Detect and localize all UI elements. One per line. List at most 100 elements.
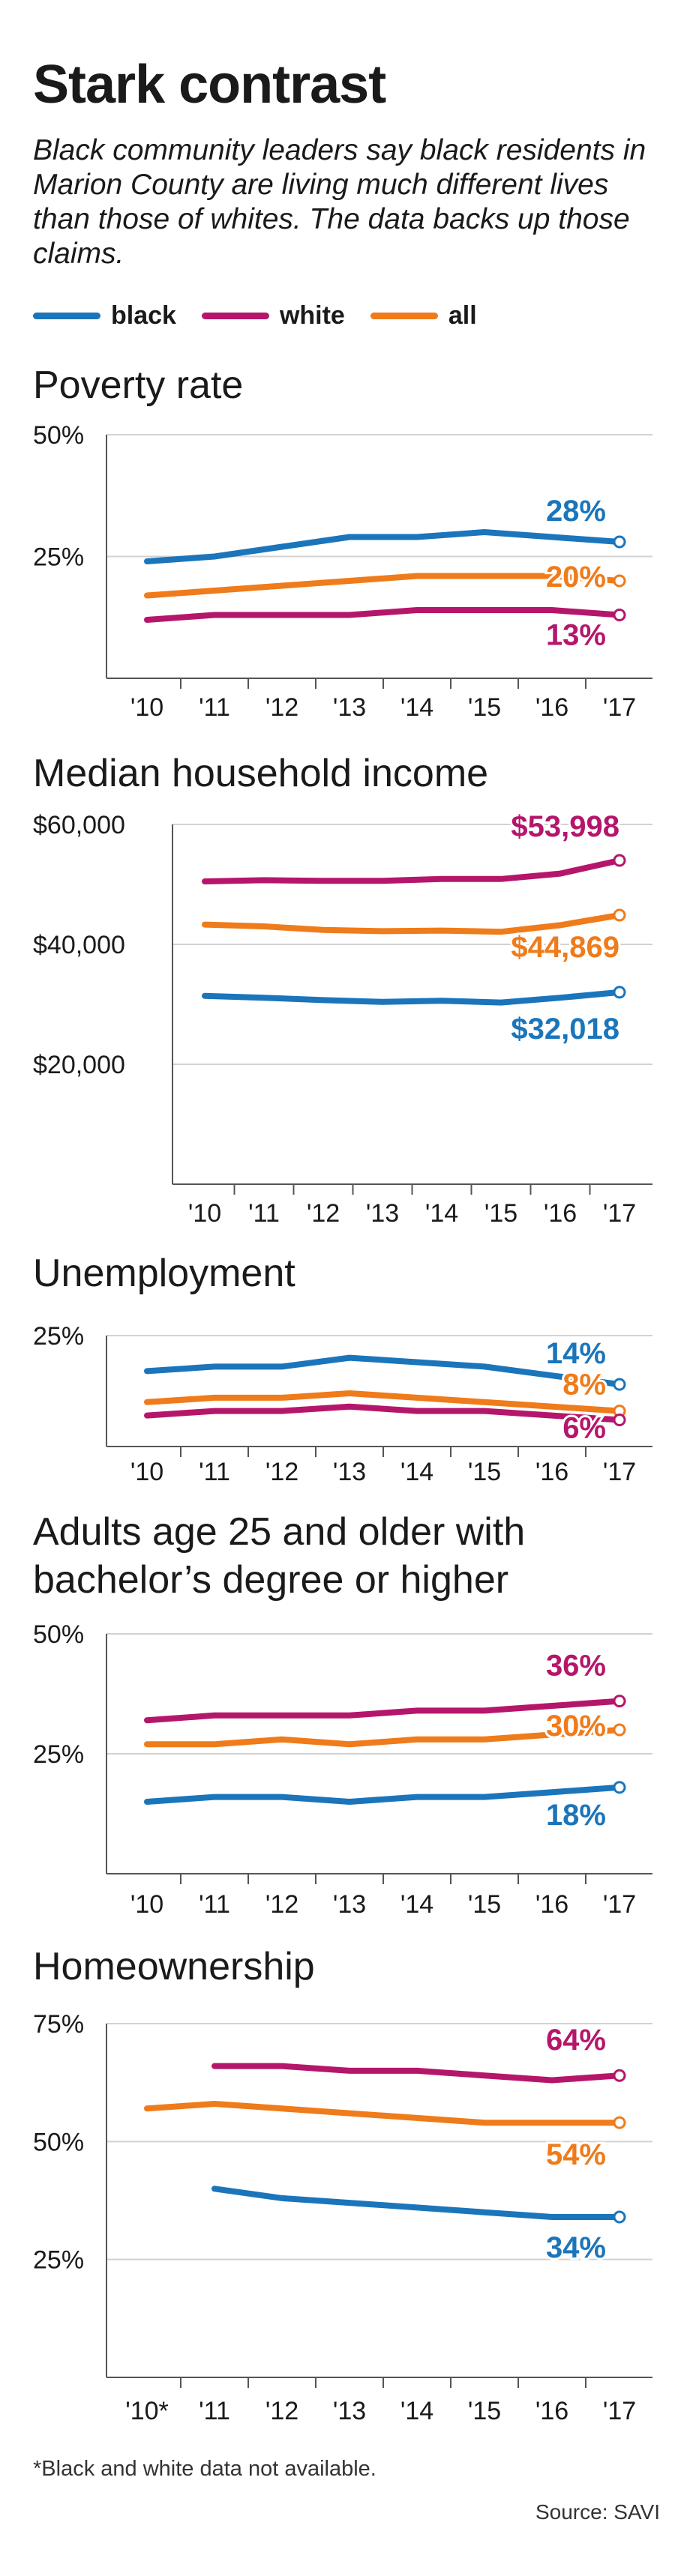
y-tick-label: 75% (33, 2010, 84, 2039)
series-endpoint-black (613, 535, 626, 549)
data-label-white: 64% (546, 2024, 606, 2057)
median-income-chart: $60,000 $40,000 $20,000 '10 '11 '12 '13 '14 '15 '… (33, 809, 652, 1228)
y-tick-label: 50% (33, 421, 84, 450)
series-line-white (144, 1698, 622, 1724)
x-tick-label: '15 (468, 1458, 501, 1484)
x-tick-label: '12 (266, 1890, 298, 1919)
unemployment-chart: 25% '10 '11 '12 '13 '14 '15 '16 '17 14%8% 6% (33, 1322, 652, 1484)
x-tick-label: '16 (536, 693, 568, 722)
y-tick-label: $20,000 (33, 1051, 125, 1079)
x-tick-label: '10 (130, 693, 164, 722)
legend: black white all (33, 301, 502, 331)
y-tick-label: 25% (33, 2246, 84, 2275)
x-tick-label: '14 (425, 1199, 458, 1228)
series-line-black (202, 989, 622, 1006)
y-tick-label: 25% (33, 1322, 84, 1351)
legend-label-white: white (279, 301, 345, 330)
data-label-white: 13% (546, 619, 606, 652)
data-label-all: 54% (546, 2138, 606, 2171)
x-tick-label: '16 (536, 1458, 568, 1484)
y-tick-label: $60,000 (33, 811, 125, 839)
series-endpoint-all (613, 574, 626, 588)
x-tick-label: '17 (603, 1199, 636, 1228)
series-endpoint-white (613, 1695, 626, 1708)
x-tick-label: '10 (130, 1890, 164, 1919)
data-label-all: $44,869 (511, 931, 620, 964)
x-tick-label: '11 (199, 1458, 230, 1484)
legend-swatch-all (370, 313, 438, 319)
x-tick-label: '14 (400, 1458, 434, 1484)
x-tick-label: '13 (333, 2397, 366, 2425)
series-line-black (144, 529, 622, 564)
x-tick-label: '11 (199, 693, 230, 722)
series-endpoint-black (613, 2210, 626, 2224)
series-endpoint-black (613, 1781, 626, 1794)
homeownership-chart: 75% 50% 25% '10* '11 '12 '13 '14 '15 '16 '17 64% 54%… (33, 2010, 652, 2425)
x-tick-label: '17 (603, 2397, 636, 2425)
x-tick-label: '10* (125, 2397, 169, 2425)
y-tick-label: 50% (33, 1620, 84, 1649)
data-label-all: 20% (546, 561, 606, 594)
series-line-white (212, 2063, 622, 2084)
series-endpoint-white (613, 1413, 626, 1426)
data-label-all: 30% (546, 1710, 606, 1743)
x-tick-label: '13 (366, 1199, 399, 1228)
data-label-white: 36% (546, 1650, 606, 1683)
x-tick-label: '17 (603, 693, 636, 722)
legend-swatch-white (201, 313, 269, 319)
x-tick-label: '17 (603, 1890, 636, 1919)
x-tick-label: '11 (199, 2397, 230, 2425)
series-line-black (212, 2186, 622, 2220)
x-tick-label: '14 (400, 693, 434, 722)
legend-label-all: all (448, 301, 477, 330)
x-tick-label: '13 (333, 693, 366, 722)
x-tick-label: '11 (199, 1890, 230, 1919)
y-tick-label: 25% (33, 1740, 84, 1769)
y-tick-label: $40,000 (33, 931, 125, 959)
legend-label-black: black (111, 301, 176, 330)
series-endpoint-black (613, 986, 626, 999)
x-tick-label: '12 (266, 2397, 298, 2425)
series-line-black (144, 1354, 622, 1388)
series-line-white (202, 857, 622, 884)
x-tick-label: '16 (536, 1890, 568, 1919)
data-label-white: $53,998 (511, 810, 620, 843)
data-label-black: 34% (546, 2231, 606, 2264)
series-endpoint-white (613, 854, 626, 867)
series-endpoint-all (613, 2116, 626, 2129)
poverty-chart-title: Poverty rate (33, 364, 244, 407)
series-line-all (144, 1727, 622, 1748)
bachelors-chart-title: Adults age 25 and older with bachelor’s … (33, 1510, 526, 1602)
series-line-white (144, 607, 622, 623)
x-tick-label: '14 (400, 1890, 434, 1919)
x-tick-label: '15 (468, 693, 501, 722)
data-label-black: $32,018 (511, 1013, 620, 1046)
page-title: Stark contrast (33, 55, 386, 115)
x-tick-label: '12 (266, 693, 298, 722)
series-endpoint-black (613, 1378, 626, 1391)
data-label-all: 8% (562, 1369, 606, 1402)
legend-item-white: white (201, 301, 345, 331)
unemployment-chart-title: Unemployment (33, 1252, 296, 1295)
x-tick-label: '11 (248, 1199, 280, 1228)
series-line-all (144, 573, 622, 599)
series-line-all (144, 2101, 622, 2126)
x-tick-label: '12 (307, 1199, 340, 1228)
homeownership-chart-title: Homeownership (33, 1945, 315, 1988)
series-endpoint-all (613, 1723, 626, 1737)
x-tick-label: '13 (333, 1890, 366, 1919)
income-chart-title: Median household income (33, 752, 489, 795)
x-tick-label: '13 (333, 1458, 366, 1484)
data-label-white: 6% (562, 1411, 606, 1444)
series-line-all (144, 1390, 622, 1414)
source: Source: SAVI (535, 2500, 660, 2524)
legend-item-black: black (33, 301, 176, 331)
series-endpoint-white (613, 609, 626, 621)
x-tick-label: '10 (188, 1199, 221, 1228)
series-line-white (144, 1403, 622, 1423)
x-tick-label: '14 (400, 2397, 434, 2425)
y-tick-label: 50% (33, 2128, 84, 2156)
series-endpoint-white (613, 2069, 626, 2082)
series-endpoint-all (613, 908, 626, 922)
x-tick-label: '16 (536, 2397, 568, 2425)
